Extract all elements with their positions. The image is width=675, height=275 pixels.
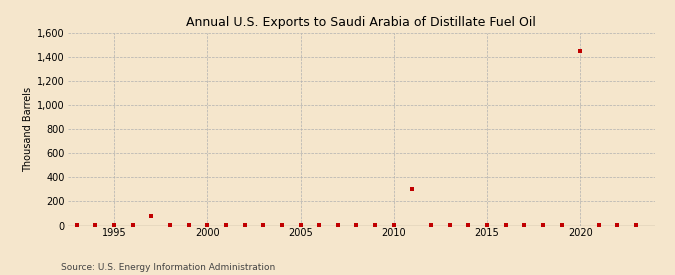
Title: Annual U.S. Exports to Saudi Arabia of Distillate Fuel Oil: Annual U.S. Exports to Saudi Arabia of D… xyxy=(186,16,536,29)
Point xyxy=(612,223,623,227)
Point xyxy=(351,223,362,227)
Point xyxy=(277,223,288,228)
Point xyxy=(593,223,604,227)
Point xyxy=(556,223,567,228)
Point xyxy=(221,223,232,228)
Point xyxy=(407,187,418,192)
Y-axis label: Thousand Barrels: Thousand Barrels xyxy=(23,87,33,172)
Point xyxy=(332,223,343,228)
Point xyxy=(630,223,641,227)
Point xyxy=(184,223,194,227)
Point xyxy=(165,223,176,227)
Point xyxy=(146,214,157,219)
Point xyxy=(239,223,250,227)
Text: Source: U.S. Energy Information Administration: Source: U.S. Energy Information Administ… xyxy=(61,263,275,272)
Point xyxy=(109,223,119,227)
Point xyxy=(463,223,474,227)
Point xyxy=(444,223,455,227)
Point xyxy=(295,223,306,228)
Point xyxy=(128,223,138,227)
Point xyxy=(370,223,381,228)
Point xyxy=(202,223,213,227)
Point xyxy=(519,223,530,227)
Point xyxy=(426,223,437,227)
Point xyxy=(258,223,269,228)
Point xyxy=(90,223,101,227)
Point xyxy=(314,223,325,228)
Point xyxy=(388,223,399,227)
Point xyxy=(72,223,82,227)
Point xyxy=(481,223,492,227)
Point xyxy=(537,223,548,227)
Point xyxy=(575,49,586,53)
Point xyxy=(500,223,511,227)
